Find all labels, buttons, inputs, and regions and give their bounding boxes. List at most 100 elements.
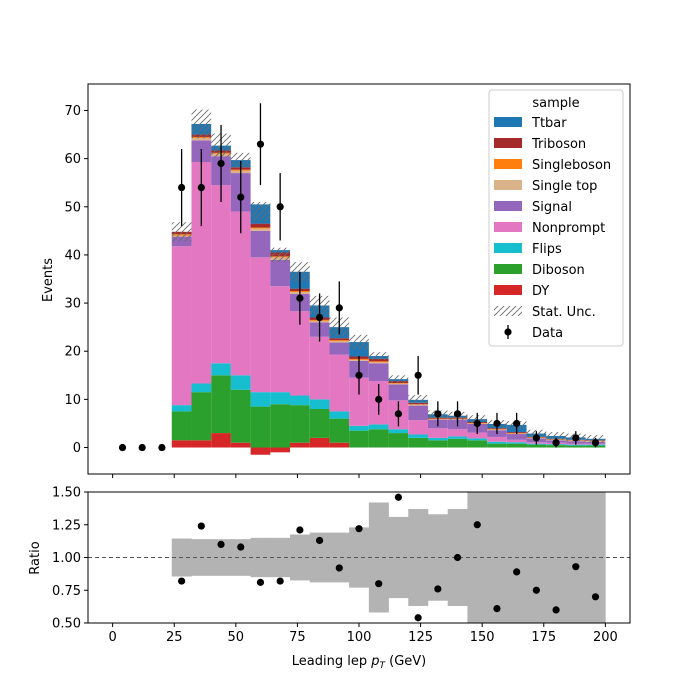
bar-diboson-13: [427, 440, 448, 448]
legend-label-single-top: Single top: [532, 179, 597, 194]
ratio-point-21: [591, 593, 600, 601]
x-axis-label: Leading lep pT (GeV): [292, 654, 426, 671]
bar-single-top-10: [368, 362, 389, 364]
legend-label-ttbar: Ttbar: [531, 116, 567, 131]
bar-single-top-12: [408, 404, 428, 406]
data-point-14: [394, 410, 403, 418]
bar-diboson-9: [349, 430, 369, 448]
legend-swatch-stat-unc-: [494, 306, 522, 316]
ratio-point-8: [335, 564, 343, 572]
bar-flips-3: [230, 375, 251, 390]
bar-diboson-20: [565, 445, 586, 448]
bar-nonprompt-15: [467, 432, 488, 439]
ratio-point-14: [453, 553, 462, 562]
bar-flips-5: [270, 392, 291, 405]
main-y-axis-label: Events: [41, 258, 56, 302]
legend-swatch-diboson: [494, 264, 522, 274]
stat-unc-9: [349, 334, 369, 350]
ratio-x-tick-label-2: 50: [228, 630, 245, 645]
data-point-20: [513, 419, 521, 428]
ratio-x-tick-label-3: 75: [289, 630, 306, 645]
legend-label-diboson: Diboson: [532, 263, 585, 278]
bar-triboson-4: [250, 223, 271, 228]
bar-signal-8: [329, 342, 350, 355]
bar-diboson-3: [230, 389, 251, 443]
data-point-3: [178, 183, 186, 192]
ratio-band-20: [565, 492, 586, 623]
bar-dy-2: [211, 433, 231, 448]
bar-flips-16: [487, 441, 507, 444]
data-point-0: [118, 443, 127, 452]
bar-flips-10: [368, 424, 389, 430]
bar-nonprompt-9: [349, 377, 369, 426]
ratio-x-tick-label-5: 125: [408, 630, 433, 645]
ratio-y-axis: 0.50 0.75 1.00 1.25 1.50: [52, 486, 88, 632]
bar-nonprompt-16: [487, 436, 507, 442]
ratio-point-17: [513, 568, 521, 576]
bar-diboson-0: [171, 411, 192, 441]
ratio-point-1: [197, 522, 205, 530]
legend-label-stat-unc-: Stat. Unc.: [532, 305, 596, 320]
ratio-point-3: [237, 543, 245, 551]
bar-flips-7: [309, 399, 330, 409]
bar-dy-3: [230, 442, 251, 448]
data-point-16: [434, 410, 442, 418]
bar-nonprompt-17: [506, 439, 527, 443]
bar-diboson-11: [388, 433, 409, 448]
bar-flips-13: [427, 437, 448, 441]
data-point-4: [197, 183, 205, 192]
bar-nonprompt-0: [171, 246, 192, 406]
legend-swatch-ttbar: [494, 117, 522, 127]
ratio-x-axis: 0 25 50 75 100 125 150 175 200: [108, 623, 618, 645]
ratio-x-tick-label-7: 175: [531, 630, 556, 645]
bar-flips-11: [388, 429, 409, 434]
bar-flips-4: [250, 392, 271, 407]
legend-swatch-triboson: [494, 138, 522, 148]
ratio-points: [178, 493, 600, 622]
bar-singleboson-4: [250, 227, 271, 229]
ratio-y-axis-label: Ratio: [28, 541, 43, 574]
legend-swatch-singleboson: [494, 159, 522, 169]
legend-label-flips: Flips: [532, 242, 562, 257]
data-point-10: [315, 313, 324, 322]
ratio-point-20: [572, 563, 580, 571]
ratio-point-5: [276, 577, 284, 585]
bar-flips-12: [408, 434, 428, 438]
ratio-y-tick-label-1: 0.75: [52, 584, 81, 599]
bar-nonprompt-12: [408, 420, 428, 435]
data-point-13: [375, 395, 383, 403]
bar-flips-8: [329, 411, 350, 419]
main-y-tick-label-50: 50: [64, 200, 81, 215]
legend-label-data: Data: [532, 326, 563, 341]
ratio-band-9: [349, 527, 370, 588]
ratio-point-15: [473, 521, 481, 529]
bar-diboson-12: [408, 437, 428, 448]
bar-signal-11: [388, 384, 409, 401]
bar-nonprompt-5: [270, 286, 291, 393]
ratio-x-tick-label-6: 150: [470, 630, 495, 645]
stat-unc-11: [388, 375, 409, 383]
ratio-band-8: [329, 532, 350, 583]
ratio-point-2: [217, 540, 225, 549]
bar-diboson-14: [447, 438, 468, 448]
data-point-12: [355, 371, 363, 379]
ratio-point-9: [355, 525, 363, 533]
bar-dy-1: [191, 440, 212, 448]
data-point-6: [237, 193, 245, 201]
data-point-23: [572, 434, 580, 442]
main-y-tick-label-40: 40: [64, 248, 81, 263]
ratio-y-tick-label-0: 0.50: [52, 617, 81, 632]
ratio-point-13: [434, 585, 442, 593]
ratio-band-3: [230, 539, 251, 576]
ratio-band-13: [427, 514, 448, 601]
bar-flips-17: [506, 442, 527, 444]
main-y-tick-label-60: 60: [64, 152, 81, 167]
bar-flips-20: [565, 444, 586, 446]
bar-diboson-18: [526, 444, 547, 448]
bar-dy-6: [290, 442, 310, 448]
data-point-8: [276, 203, 284, 211]
bar-diboson-5: [270, 404, 291, 448]
stat-unc-19: [546, 432, 566, 440]
stat-unc-4: [250, 201, 271, 222]
ratio-band-19: [546, 492, 567, 623]
